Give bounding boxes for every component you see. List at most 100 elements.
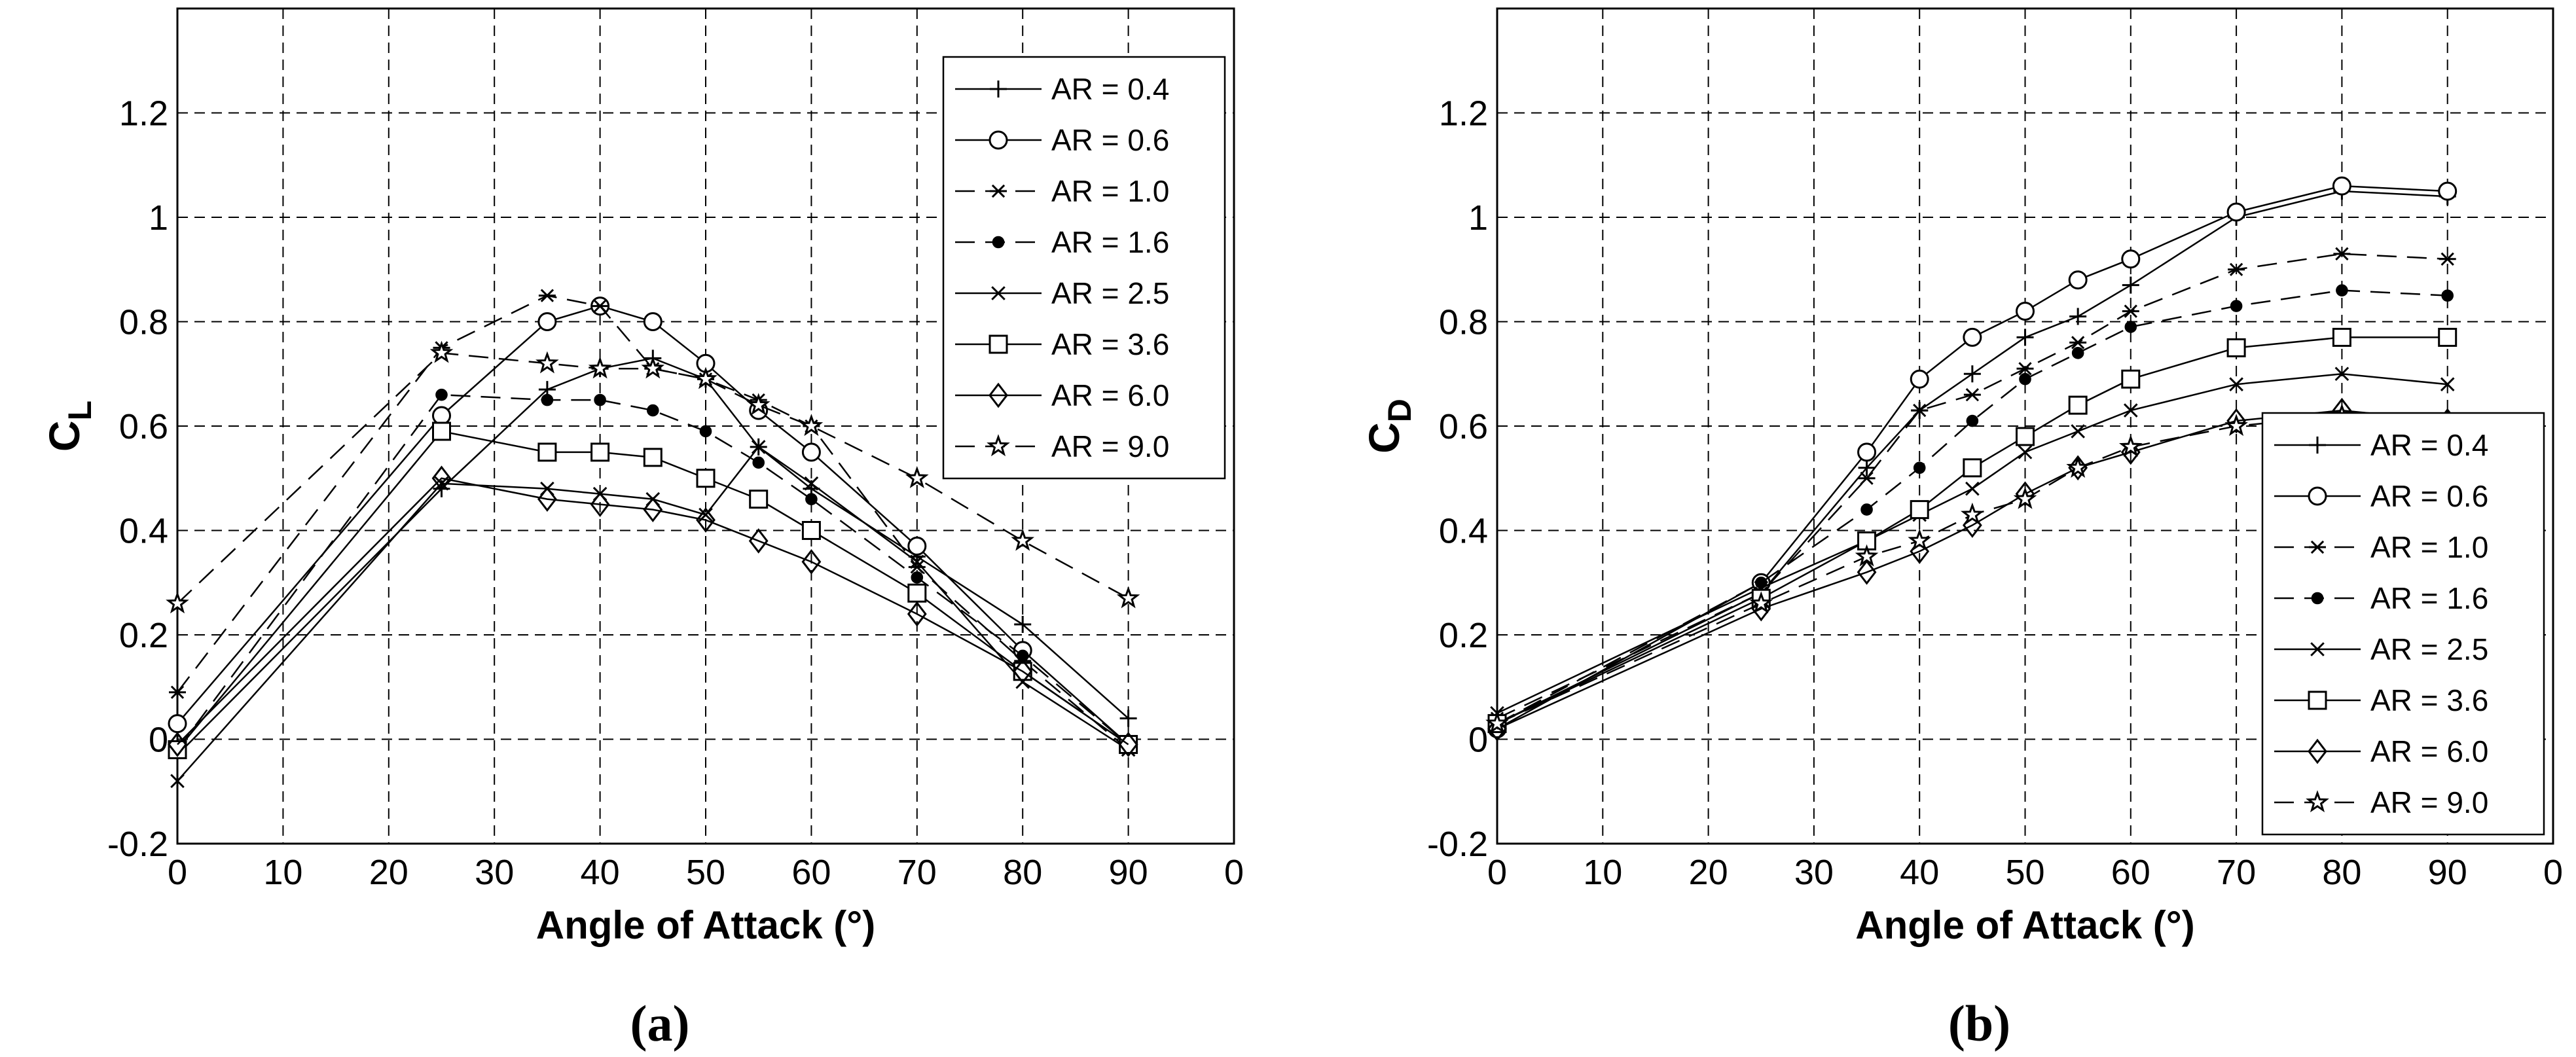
marker xyxy=(641,356,665,379)
x-tick-label: 0 xyxy=(168,853,187,892)
marker xyxy=(168,732,187,757)
marker xyxy=(911,571,924,584)
marker xyxy=(2016,427,2035,446)
legend-label: AR = 9.0 xyxy=(2370,785,2488,819)
marker xyxy=(989,382,1008,408)
x-tick-label: 50 xyxy=(686,853,725,892)
marker xyxy=(2440,377,2455,392)
series-line xyxy=(177,477,1129,745)
y-tick-label: 0.8 xyxy=(1439,303,1488,342)
marker xyxy=(1119,709,1137,727)
marker xyxy=(2310,642,2325,656)
marker xyxy=(2226,408,2246,434)
marker xyxy=(2306,790,2329,813)
marker xyxy=(1116,586,1140,609)
marker xyxy=(1910,369,1929,389)
marker xyxy=(2224,414,2248,437)
y-axis-label-subscript: L xyxy=(62,401,98,421)
marker xyxy=(801,548,822,575)
marker xyxy=(1013,658,1033,685)
marker xyxy=(2332,327,2351,347)
marker xyxy=(1910,500,1929,520)
marker xyxy=(2018,445,2033,459)
legend-label: AR = 3.6 xyxy=(2370,683,2488,717)
marker xyxy=(535,351,559,374)
marker xyxy=(435,388,448,401)
marker xyxy=(2229,377,2243,392)
chart: -0.200.20.40.60.811.20 10 20 30 40 50 60 70 80 90… xyxy=(40,7,1244,1052)
marker xyxy=(588,356,612,379)
marker xyxy=(432,421,451,441)
marker xyxy=(647,404,659,417)
legend-label: AR = 1.6 xyxy=(1051,225,1169,259)
marker xyxy=(752,456,765,469)
marker xyxy=(749,490,769,509)
marker xyxy=(429,340,454,363)
legend: AR = 0.4 AR = 0.6 AR = 1.0 AR = 1.6 AR = 2.5… xyxy=(942,56,1226,480)
y-tick-label: 0.2 xyxy=(119,616,168,655)
marker xyxy=(643,497,663,522)
y-axis-label-subscript: D xyxy=(1381,399,1418,422)
marker xyxy=(170,774,185,789)
marker xyxy=(991,286,1006,300)
marker xyxy=(541,393,554,406)
marker xyxy=(1011,528,1035,551)
marker xyxy=(1963,458,1982,478)
series-line xyxy=(177,352,1129,605)
marker xyxy=(537,312,557,331)
legend-label: AR = 2.5 xyxy=(2370,632,2488,666)
marker xyxy=(2441,289,2454,302)
y-tick-label: 1.2 xyxy=(1439,94,1488,134)
legend-label: AR = 9.0 xyxy=(1051,429,1169,463)
marker xyxy=(2439,252,2456,266)
marker xyxy=(537,442,557,462)
y-tick-label: 0.6 xyxy=(119,407,168,446)
legend-label: AR = 1.6 xyxy=(2370,581,2488,615)
marker xyxy=(2016,362,2034,376)
marker xyxy=(801,442,821,462)
x-tick-label: 70 xyxy=(898,853,937,892)
marker xyxy=(2019,372,2031,385)
legend-label: AR = 2.5 xyxy=(1051,276,1169,310)
marker xyxy=(1855,544,1879,567)
marker xyxy=(989,130,1008,150)
panel-label: (a) xyxy=(630,995,690,1052)
y-tick-label: 0 xyxy=(149,721,168,760)
marker xyxy=(2071,347,2084,359)
marker xyxy=(2121,249,2141,269)
marker xyxy=(1014,616,1032,634)
marker xyxy=(2123,403,2138,418)
x-tick-label: 80 xyxy=(1003,853,1042,892)
marker xyxy=(905,466,929,488)
y-tick-label: -0.2 xyxy=(1427,825,1488,864)
axes-frame xyxy=(176,7,1235,845)
legend-label: AR = 0.4 xyxy=(2370,428,2488,462)
marker xyxy=(1965,481,1980,496)
marker xyxy=(643,312,662,331)
marker xyxy=(2069,336,2087,349)
marker xyxy=(2309,540,2326,554)
marker xyxy=(2438,327,2458,347)
marker xyxy=(2230,300,2243,312)
marker xyxy=(799,414,824,437)
y-tick-label: 0.6 xyxy=(1439,407,1488,446)
marker xyxy=(2226,202,2246,222)
marker xyxy=(2311,592,2324,605)
marker xyxy=(2016,329,2034,346)
marker xyxy=(2228,262,2245,276)
marker xyxy=(907,601,927,627)
marker xyxy=(694,367,717,389)
x-tick-label: 90 xyxy=(1109,853,1148,892)
legend-label: AR = 0.4 xyxy=(1051,72,1169,106)
marker xyxy=(804,476,819,491)
marker xyxy=(2013,486,2037,509)
marker xyxy=(2333,247,2351,260)
marker xyxy=(1858,471,1876,485)
marker xyxy=(538,289,556,302)
marker xyxy=(2068,270,2088,290)
x-axis-label: Angle of Attack (°) xyxy=(536,903,875,947)
marker xyxy=(1487,716,1507,742)
marker xyxy=(748,528,769,554)
marker xyxy=(1963,327,1982,347)
marker xyxy=(2015,481,2035,507)
